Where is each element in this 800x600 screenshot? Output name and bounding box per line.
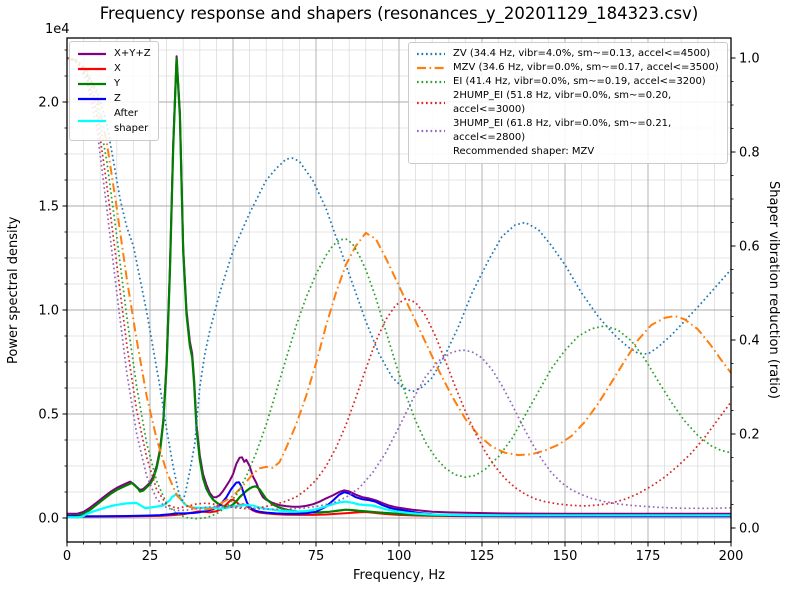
x-tick-label: 125 bbox=[470, 549, 495, 564]
y-right-tick-label: 0.8 bbox=[739, 146, 760, 161]
series-shaper-zv bbox=[66, 57, 732, 503]
series-shaper-mzv bbox=[66, 57, 732, 512]
2hump-ei-legend-line bbox=[417, 101, 445, 105]
y-axis-left-label: Power spectral density bbox=[6, 216, 21, 364]
y-left-tick-label: 1.0 bbox=[38, 303, 59, 318]
chart-title: Frequency response and shapers (resonanc… bbox=[99, 4, 699, 23]
x-tick-label: 200 bbox=[719, 549, 744, 564]
x-tick-label: 75 bbox=[308, 549, 325, 564]
legend-item-label: After shaper bbox=[114, 108, 149, 134]
x-tick-label: 150 bbox=[553, 549, 578, 564]
legend-item-label: 2HUMP_EI (51.8 Hz, vibr=0.0%, sm~=0.20, … bbox=[453, 90, 672, 115]
legend-item-label: MZV (34.6 Hz, vibr=0.0%, sm~=0.17, accel… bbox=[453, 62, 719, 73]
series-shaper-2hump-ei bbox=[66, 57, 732, 510]
x-tick-label: 50 bbox=[225, 549, 242, 564]
legend-item-label: X+Y+Z bbox=[114, 48, 151, 59]
mzv-legend-line bbox=[417, 66, 445, 70]
legend-item-z: Z bbox=[77, 91, 151, 106]
y-axis-right-label: Shaper vibration reduction (ratio) bbox=[766, 181, 781, 399]
z-legend-line bbox=[78, 97, 106, 100]
legend-item-ei: EI (41.4 Hz, vibr=0.0%, sm~=0.19, accel<… bbox=[416, 75, 720, 89]
y-right-tick-label: 1.0 bbox=[739, 52, 760, 67]
y-left-tick-label: 2.0 bbox=[38, 96, 59, 111]
3hump-ei-legend-line bbox=[417, 129, 445, 133]
legend-item-label: 3HUMP_EI (61.8 Hz, vibr=0.0%, sm~=0.21, … bbox=[453, 118, 672, 143]
legend-item-2hump-ei: 2HUMP_EI (51.8 Hz, vibr=0.0%, sm~=0.20, … bbox=[416, 89, 720, 117]
legend-shapers: ZV (34.4 Hz, vibr=4.0%, sm~=0.13, accel<… bbox=[408, 42, 728, 164]
legend-item-label: EI (41.4 Hz, vibr=0.0%, sm~=0.19, accel<… bbox=[453, 76, 706, 87]
y-right-tick-label: 0.6 bbox=[739, 240, 760, 255]
legend-item-mzv: MZV (34.6 Hz, vibr=0.0%, sm~=0.17, accel… bbox=[416, 61, 720, 75]
x-legend-line bbox=[78, 67, 106, 70]
legend-item-label: X bbox=[114, 63, 121, 74]
zv-legend-line bbox=[417, 52, 445, 56]
y-left-tick-label: 1.5 bbox=[38, 200, 59, 215]
legend-item-after-shaper: After shaper bbox=[77, 106, 151, 136]
x-tick-label: 25 bbox=[142, 549, 159, 564]
series-shaper-ei bbox=[66, 57, 732, 520]
y-left-tick-label: 0.5 bbox=[38, 407, 59, 422]
series-psd-after-shaper bbox=[67, 493, 731, 519]
x-axis-label: Frequency, Hz bbox=[352, 568, 446, 583]
ei-legend-line bbox=[417, 80, 445, 84]
legend-item-label: ZV (34.4 Hz, vibr=4.0%, sm~=0.13, accel<… bbox=[453, 48, 711, 59]
y-right-tick-label: 0.0 bbox=[739, 521, 760, 536]
legend-item-label: Z bbox=[114, 93, 121, 104]
xyz-legend-line bbox=[78, 52, 106, 55]
y-legend-line bbox=[78, 82, 106, 85]
series-psd-y bbox=[66, 57, 731, 518]
legend-item-3hump-ei: 3HUMP_EI (61.8 Hz, vibr=0.0%, sm~=0.21, … bbox=[416, 117, 720, 145]
legend-item-zv: ZV (34.4 Hz, vibr=4.0%, sm~=0.13, accel<… bbox=[416, 47, 720, 61]
y-right-tick-label: 0.2 bbox=[739, 428, 760, 443]
y-left-tick-label: 0.0 bbox=[38, 511, 59, 526]
legend-item-y: Y bbox=[77, 76, 151, 91]
legend-psd: X+Y+Z X Y Z After shaper bbox=[69, 41, 159, 141]
series-psd-xyz bbox=[67, 55, 731, 515]
legend-item-xyz: X+Y+Z bbox=[77, 46, 151, 61]
legend-item-label: Y bbox=[114, 78, 121, 89]
after-shaper-legend-line bbox=[78, 119, 106, 123]
x-tick-label: 100 bbox=[387, 549, 412, 564]
y-left-offset-text: 1e4 bbox=[45, 22, 70, 37]
x-tick-label: 175 bbox=[636, 549, 661, 564]
series-shaper-3hump-ei bbox=[66, 57, 732, 512]
y-right-tick-label: 0.4 bbox=[739, 334, 760, 349]
legend-item-x: X bbox=[77, 61, 151, 76]
legend-recommended-shaper: Recommended shaper: MZV bbox=[453, 146, 595, 157]
x-tick-label: 0 bbox=[63, 549, 71, 564]
